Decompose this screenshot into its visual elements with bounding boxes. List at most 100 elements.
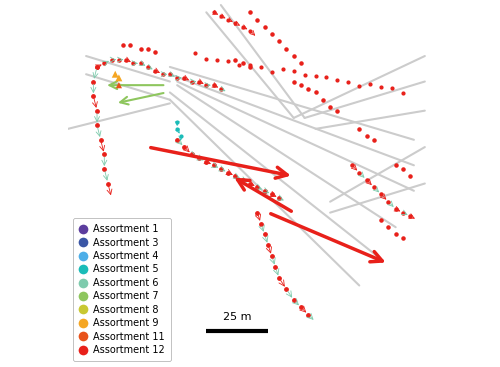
Point (326, 104, 334, 110)
Point (366, 81, 374, 87)
Point (268, 192, 276, 197)
Point (93, 64, 101, 70)
Point (100, 166, 108, 172)
Point (246, 64, 254, 70)
Point (224, 17, 232, 22)
Point (188, 152, 196, 157)
Point (334, 77, 342, 83)
Point (268, 31, 276, 37)
Point (392, 232, 400, 237)
Point (272, 264, 280, 270)
Point (136, 60, 144, 66)
Point (173, 126, 181, 132)
Point (232, 57, 239, 63)
Point (108, 57, 116, 63)
Point (344, 79, 352, 85)
Point (275, 275, 283, 281)
Point (202, 56, 210, 62)
Point (319, 97, 327, 103)
Point (290, 53, 298, 59)
Point (399, 166, 407, 172)
Point (304, 86, 312, 92)
Point (224, 170, 232, 175)
Point (356, 83, 364, 89)
Point (210, 82, 218, 88)
Point (370, 184, 378, 190)
Point (122, 57, 130, 63)
Point (348, 162, 356, 168)
Point (282, 46, 290, 52)
Legend: Assortment 1, Assortment 3, Assortment 4, Assortment 5, Assortment 6, Assortment: Assortment 1, Assortment 3, Assortment 4… (73, 218, 171, 361)
Point (238, 60, 246, 66)
Point (254, 210, 262, 215)
Point (297, 82, 305, 88)
Text: 25 m: 25 m (223, 312, 252, 322)
Point (235, 62, 243, 68)
Point (173, 119, 181, 124)
Point (257, 64, 265, 70)
Point (130, 60, 138, 66)
Point (96, 137, 104, 143)
Point (377, 192, 385, 197)
Point (290, 68, 298, 74)
Point (93, 122, 101, 128)
Point (144, 46, 152, 52)
Point (312, 90, 320, 95)
Point (93, 108, 101, 114)
Point (202, 82, 210, 88)
Point (370, 137, 378, 143)
Point (388, 86, 396, 91)
Point (180, 144, 188, 150)
Point (246, 28, 254, 33)
Point (93, 64, 101, 70)
Point (152, 68, 160, 73)
Point (173, 75, 181, 81)
Point (246, 62, 254, 68)
Point (279, 66, 287, 72)
Point (356, 126, 364, 132)
Point (406, 213, 414, 219)
Point (275, 195, 283, 201)
Point (362, 133, 370, 139)
Point (210, 162, 218, 168)
Point (275, 39, 283, 44)
Point (210, 10, 218, 15)
Point (246, 10, 254, 15)
Point (297, 304, 305, 310)
Point (297, 60, 305, 66)
Point (254, 184, 262, 190)
Point (406, 173, 414, 179)
Point (115, 75, 123, 81)
Point (257, 221, 265, 226)
Point (377, 217, 385, 223)
Point (192, 50, 200, 56)
Point (384, 224, 392, 230)
Point (100, 152, 108, 157)
Point (312, 73, 320, 79)
Point (290, 79, 298, 84)
Point (264, 243, 272, 248)
Point (238, 177, 246, 183)
Point (334, 108, 342, 114)
Point (104, 181, 112, 186)
Point (195, 79, 203, 84)
Point (136, 46, 144, 52)
Point (217, 166, 225, 172)
Point (377, 84, 385, 90)
Point (260, 188, 268, 194)
Point (158, 71, 166, 77)
Point (180, 75, 188, 81)
Point (195, 155, 203, 161)
Point (90, 93, 98, 99)
Point (202, 159, 210, 164)
Point (177, 133, 185, 139)
Point (356, 170, 364, 175)
Point (115, 82, 123, 88)
Point (362, 177, 370, 183)
Point (392, 162, 400, 168)
Point (254, 17, 262, 22)
Point (282, 286, 290, 292)
Point (238, 24, 246, 30)
Point (152, 50, 160, 55)
Point (260, 24, 268, 30)
